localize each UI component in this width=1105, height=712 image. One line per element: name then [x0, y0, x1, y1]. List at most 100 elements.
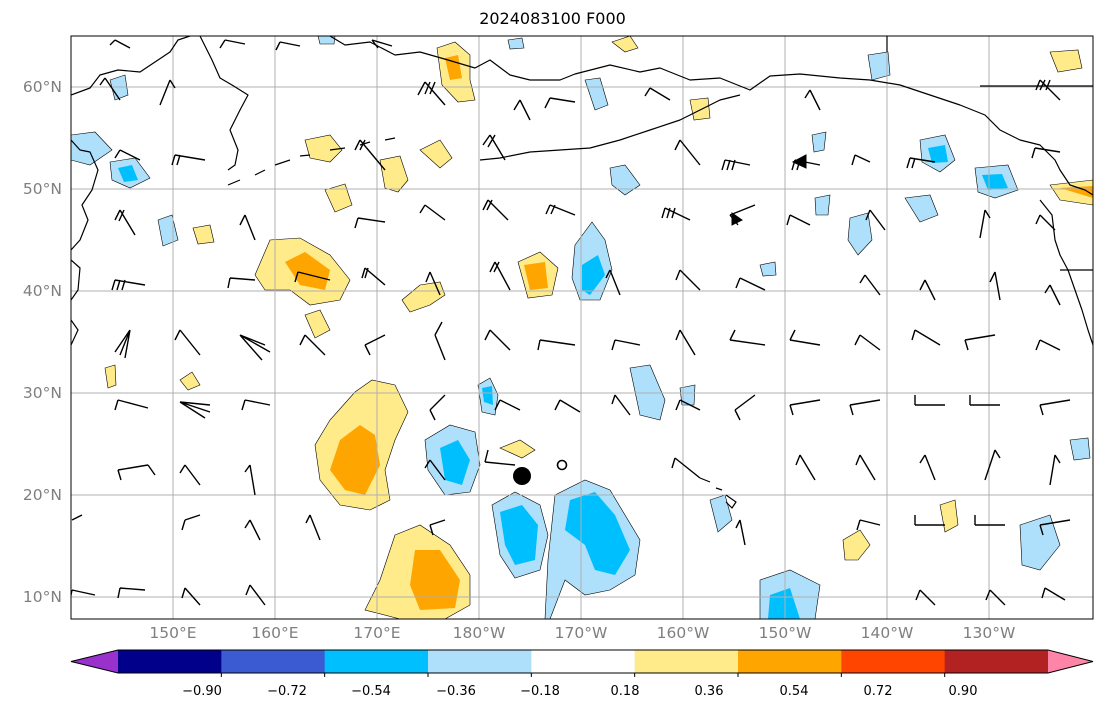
colorbar-bin [428, 650, 532, 673]
wind-barb [429, 394, 446, 421]
wind-barb [984, 449, 1001, 481]
wind-barb [544, 97, 576, 109]
anomaly-region [330, 425, 380, 495]
wind-barb [114, 399, 149, 411]
anomaly-region [679, 384, 696, 406]
colorbar-tick-label: 0.54 [779, 684, 809, 699]
anomaly-region [324, 183, 353, 213]
wind-barb [179, 401, 211, 419]
wind-barb [361, 267, 386, 286]
wind-barb [789, 399, 821, 416]
wind-barb [114, 149, 141, 161]
wind-barb [537, 339, 576, 351]
wind-barb [906, 157, 936, 169]
anomaly-region [584, 77, 609, 111]
anomaly-region [71, 131, 113, 166]
anomaly-region [304, 134, 343, 163]
wind-barb [1035, 79, 1061, 101]
coastline-bc [1039, 199, 1093, 346]
wind-barb [721, 159, 751, 171]
wind-barb [974, 515, 1005, 526]
wind-barb [181, 587, 201, 606]
colorbar [70, 649, 1094, 677]
anomaly-region [709, 494, 733, 533]
wind-barb [1035, 214, 1056, 231]
anomaly-region [482, 386, 493, 405]
wind-barb [159, 79, 176, 106]
wind-barb [181, 514, 201, 531]
lat-label: 60°N [22, 78, 62, 96]
wind-barb [109, 39, 131, 49]
wind-barb [919, 454, 936, 481]
lat-label: 50°N [22, 180, 62, 198]
colorbar-bin [324, 650, 429, 673]
wind-pennant [791, 154, 807, 169]
wind-barb [275, 41, 301, 51]
lat-label: 40°N [22, 282, 62, 300]
anomaly-region [104, 364, 117, 389]
wind-barb [179, 464, 201, 486]
wind-barb [729, 329, 766, 346]
wind-barb [114, 209, 136, 236]
wind-barb [494, 399, 521, 411]
wind-barb [117, 587, 146, 599]
wind-barb [854, 334, 881, 351]
wind-barb [786, 214, 811, 226]
lat-label: 30°N [22, 384, 62, 402]
anomaly-region [582, 255, 605, 295]
anomaly-region [445, 55, 462, 80]
anomaly-region [317, 36, 336, 45]
wind-barb [239, 334, 271, 361]
colorbar-extend-max [1048, 650, 1093, 673]
filled-wind-flags [731, 154, 807, 226]
wind-barb [424, 459, 446, 481]
wind-barb [425, 271, 441, 296]
lat-label: 20°N [22, 486, 62, 504]
wind-barb [1044, 284, 1061, 306]
positive-anomaly-regions [104, 36, 1093, 619]
wind-barb [429, 519, 446, 536]
anomaly-region [118, 165, 138, 182]
anomaly-region [689, 97, 711, 121]
wind-barb [989, 271, 1001, 301]
wind-barb [117, 464, 156, 481]
anomaly-region [499, 439, 536, 459]
wind-barb [804, 89, 821, 111]
wind-barb [914, 515, 945, 526]
anomaly-region [304, 309, 331, 339]
wind-barb [969, 395, 1000, 406]
lon-label: 170°E [353, 624, 401, 642]
colorbar-tick-label: 0.18 [610, 684, 640, 699]
anomaly-region [401, 281, 446, 313]
anomaly-region [192, 224, 215, 245]
anomaly-region [768, 588, 800, 619]
lon-label: 160°W [656, 624, 710, 642]
wind-barb [484, 449, 516, 466]
storm-marker-open [556, 459, 568, 471]
wind-barb [71, 589, 96, 599]
anomaly-region [410, 550, 460, 610]
coastline-aleutians [227, 137, 396, 186]
wind-barb [99, 77, 121, 101]
wind-pennant [731, 212, 743, 226]
wind-barb [489, 261, 511, 291]
wind-barb [513, 99, 531, 121]
wind-barb [611, 394, 631, 416]
colorbar-tick-label: 0.72 [863, 684, 893, 699]
wind-barb [71, 514, 83, 521]
wind-barb [789, 329, 821, 346]
wind-barb [964, 334, 996, 351]
anomaly-region [1049, 49, 1083, 73]
wind-barb [354, 139, 386, 171]
lon-label: 160°E [251, 624, 299, 642]
wind-barb [851, 154, 871, 166]
anomaly-region [1069, 437, 1091, 461]
coastlines [71, 36, 1093, 509]
coastline-asia [71, 36, 191, 346]
wind-barb [244, 519, 261, 541]
wind-barb [849, 399, 881, 416]
wind-barb [985, 589, 1006, 606]
colorbar-bin [634, 650, 739, 673]
colorbar-tick-label: −0.54 [351, 684, 391, 699]
